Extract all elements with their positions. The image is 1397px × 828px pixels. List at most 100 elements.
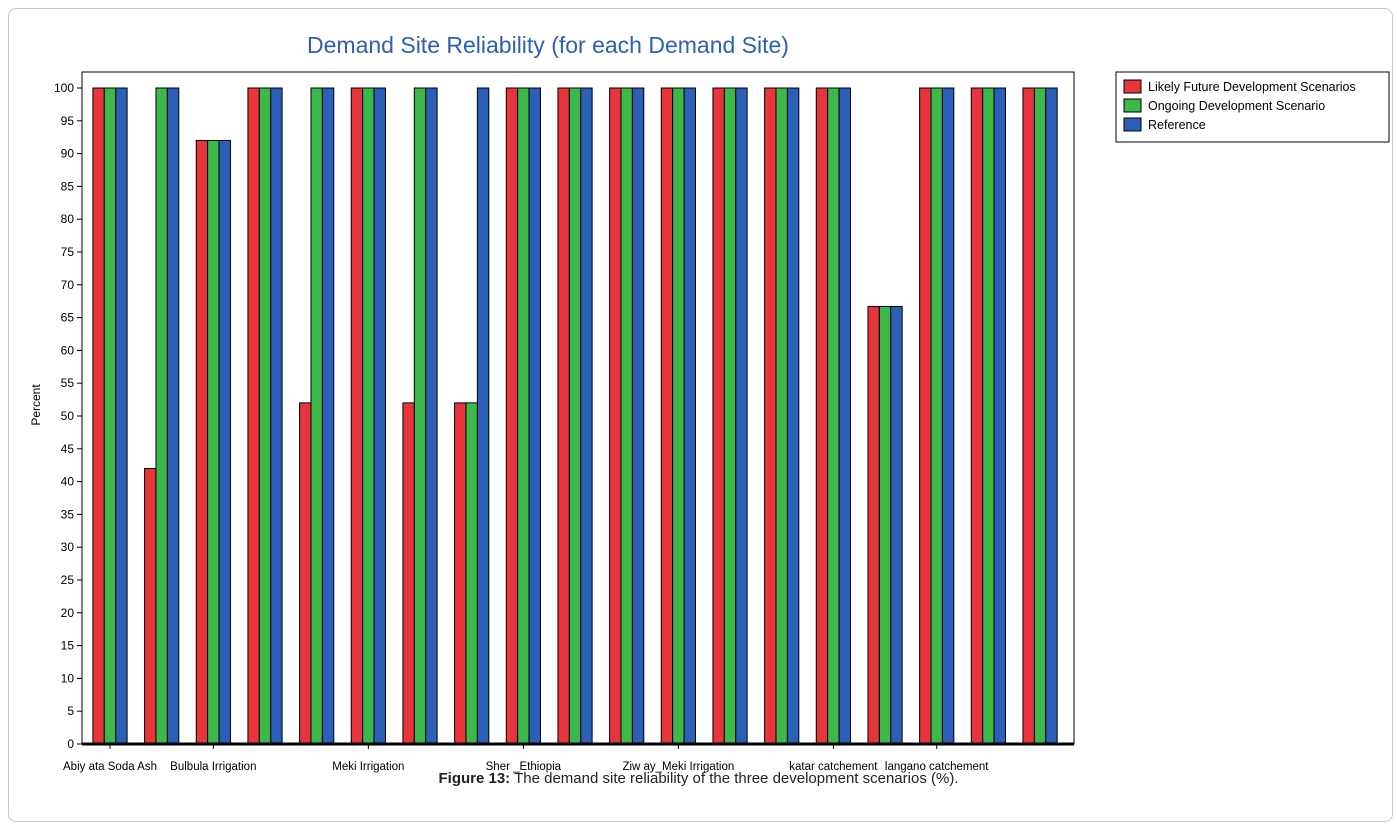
bar-ongoing-development-scenario-3 xyxy=(258,87,272,745)
bar-ongoing-development-scenario-12 xyxy=(723,87,737,745)
bar-ongoing-development-scenario-6 xyxy=(413,87,427,745)
bar-likely-future-development-scenarios-9 xyxy=(557,87,570,745)
bar-likely-future-development-scenarios-11 xyxy=(660,87,674,745)
bar-likely-future-development-scenarios-4 xyxy=(299,402,312,745)
caption-label: Figure 13: xyxy=(438,770,511,787)
bars-group xyxy=(92,87,1058,745)
bar-reference-2 xyxy=(218,139,231,745)
bar-reference-11 xyxy=(683,87,696,745)
bar-likely-future-development-scenarios-17 xyxy=(970,87,984,745)
x-category-label: Meki Irrigation xyxy=(332,761,404,773)
bar-likely-future-development-scenarios-14 xyxy=(815,87,829,745)
bar-ongoing-development-scenario-8 xyxy=(517,87,530,745)
bar-likely-future-development-scenarios-0 xyxy=(92,87,105,745)
legend-box xyxy=(1115,71,1390,143)
bar-reference-18 xyxy=(1045,87,1058,745)
bar-ongoing-development-scenario-15 xyxy=(878,305,892,745)
y-tick-label: 10 xyxy=(61,671,75,685)
y-tick-label: 90 xyxy=(61,147,75,161)
legend-swatch xyxy=(1123,117,1142,132)
bar-reference-12 xyxy=(735,87,748,745)
y-axis: 0 5 10 15 20 25 30 35 40 45 50 55 60 65 70 75 80 85 90 95 10… xyxy=(54,81,82,751)
bar-reference-9 xyxy=(580,87,593,745)
legend-label: Ongoing Development Scenario xyxy=(1148,99,1325,113)
y-tick-label: 45 xyxy=(61,442,75,456)
bar-ongoing-development-scenario-17 xyxy=(982,87,995,745)
y-tick-label: 5 xyxy=(67,704,74,718)
y-tick-label: 30 xyxy=(61,540,75,554)
legend-swatch xyxy=(1123,98,1142,113)
y-tick-label: 40 xyxy=(61,475,75,489)
legend: Likely Future Development Scenarios Ongoi… xyxy=(1115,71,1390,143)
y-tick-label: 35 xyxy=(61,507,75,521)
bar-likely-future-development-scenarios-18 xyxy=(1022,87,1035,745)
bar-reference-15 xyxy=(890,305,903,745)
y-tick-label: 15 xyxy=(61,639,75,653)
legend-label: Likely Future Development Scenarios xyxy=(1148,80,1356,94)
y-tick-label: 100 xyxy=(54,81,74,95)
y-tick-label: 70 xyxy=(61,278,75,292)
bar-likely-future-development-scenarios-2 xyxy=(195,139,209,745)
bar-likely-future-development-scenarios-15 xyxy=(867,305,880,745)
bar-ongoing-development-scenario-13 xyxy=(775,87,788,745)
bar-likely-future-development-scenarios-6 xyxy=(402,402,415,745)
bar-reference-14 xyxy=(838,87,851,745)
bar-ongoing-development-scenario-7 xyxy=(465,402,478,745)
bar-ongoing-development-scenario-2 xyxy=(207,139,220,745)
bar-ongoing-development-scenario-10 xyxy=(620,87,633,745)
bar-reference-16 xyxy=(941,87,955,745)
figure-caption: Figure 13: The demand site reliability o… xyxy=(0,770,1397,787)
y-tick-label: 50 xyxy=(61,409,75,423)
bar-reference-13 xyxy=(786,87,800,745)
bar-ongoing-development-scenario-0 xyxy=(103,87,117,745)
bar-reference-7 xyxy=(476,87,490,745)
legend-label: Reference xyxy=(1148,118,1206,132)
bar-reference-3 xyxy=(270,87,283,745)
bar-ongoing-development-scenario-4 xyxy=(310,87,323,745)
bar-likely-future-development-scenarios-8 xyxy=(505,87,519,745)
bar-likely-future-development-scenarios-16 xyxy=(919,87,932,745)
x-category-label: Bulbula Irrigation xyxy=(170,761,256,773)
y-tick-label: 85 xyxy=(61,179,75,193)
bar-ongoing-development-scenario-11 xyxy=(672,87,685,745)
bar-likely-future-development-scenarios-13 xyxy=(764,87,777,745)
bar-likely-future-development-scenarios-5 xyxy=(350,87,364,745)
bar-reference-1 xyxy=(166,87,180,745)
y-tick-label: 65 xyxy=(61,311,75,325)
chart-title: Demand Site Reliability (for each Demand… xyxy=(307,32,789,58)
y-tick-label: 25 xyxy=(61,573,75,587)
bar-likely-future-development-scenarios-7 xyxy=(454,402,467,745)
x-category-label: langano catchement xyxy=(885,761,989,773)
bar-reference-8 xyxy=(528,87,541,745)
x-category-label: Ziw ay_Meki Irrigation xyxy=(622,761,734,773)
y-tick-label: 75 xyxy=(61,245,75,259)
y-tick-label: 0 xyxy=(67,737,74,751)
bar-ongoing-development-scenario-5 xyxy=(362,87,375,745)
y-tick-label: 80 xyxy=(61,212,75,226)
bar-reference-0 xyxy=(115,87,128,745)
caption-text: The demand site reliability of the three… xyxy=(514,770,959,787)
y-tick-label: 95 xyxy=(61,114,75,128)
bar-likely-future-development-scenarios-12 xyxy=(712,87,725,745)
bar-ongoing-development-scenario-18 xyxy=(1033,87,1047,745)
x-category-label: Abiy ata Soda Ash xyxy=(63,761,157,773)
bar-ongoing-development-scenario-14 xyxy=(827,87,840,745)
bar-ongoing-development-scenario-16 xyxy=(930,87,943,745)
bar-likely-future-development-scenarios-1 xyxy=(144,467,157,745)
y-tick-label: 55 xyxy=(61,376,75,390)
y-tick-label: 60 xyxy=(61,343,75,357)
bar-likely-future-development-scenarios-3 xyxy=(247,87,260,745)
x-category-label: katar catchement xyxy=(789,761,878,773)
y-tick-label: 20 xyxy=(61,606,75,620)
x-category-label: Sher _Ethiopia xyxy=(486,761,562,773)
bar-reference-10 xyxy=(631,87,645,745)
bar-reference-6 xyxy=(425,87,438,745)
x-axis: Abiy ata Soda Ash Bulbula Irrigation Meki … xyxy=(63,744,989,773)
bar-reference-5 xyxy=(373,87,386,745)
bar-reference-4 xyxy=(321,87,335,745)
bar-ongoing-development-scenario-9 xyxy=(568,87,582,745)
bar-reference-17 xyxy=(993,87,1006,745)
bar-likely-future-development-scenarios-10 xyxy=(609,87,622,745)
bar-ongoing-development-scenario-1 xyxy=(155,87,168,745)
